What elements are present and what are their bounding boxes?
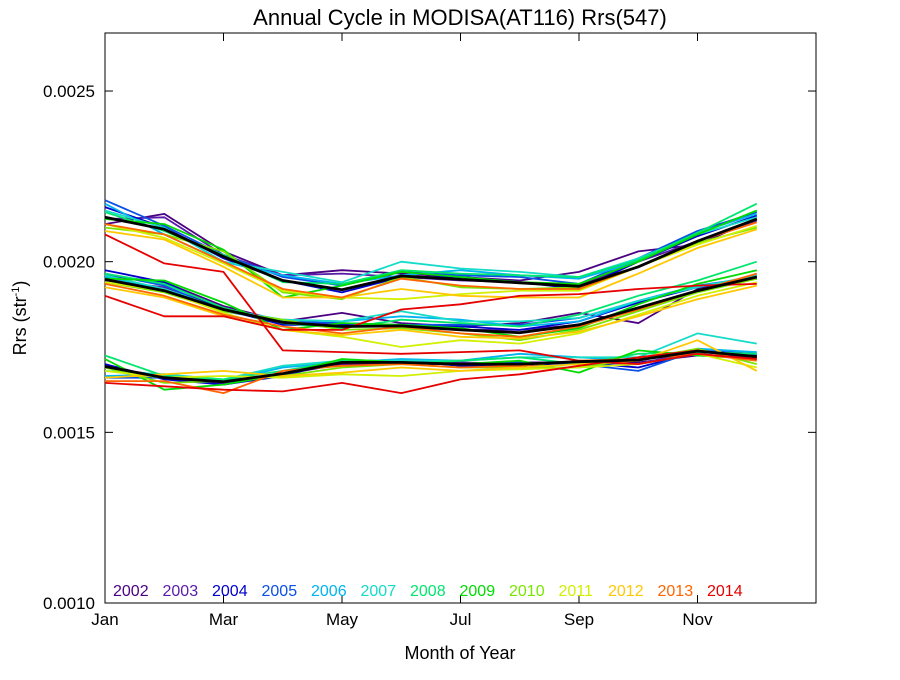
mean-line-middle (104, 275, 758, 335)
x-axis-label: Month of Year (404, 643, 515, 663)
y-tick-label: 0.0025 (43, 82, 95, 101)
legend-entry-2011: 2011 (559, 583, 594, 600)
y-axis-label-close: ) (10, 281, 30, 287)
legend-entry-2010: 2010 (509, 583, 545, 600)
series-line-2007-upper (104, 209, 758, 284)
legend-entry-2012: 2012 (608, 583, 644, 600)
legend-entry-2007: 2007 (361, 583, 397, 600)
y-tick-label: 0.0015 (43, 423, 95, 442)
legend-entry-2003: 2003 (163, 583, 199, 600)
legend-entry-2002: 2002 (113, 583, 149, 600)
x-tick-label: Sep (564, 610, 594, 629)
x-axis: Jan Mar May Jul Sep Nov (91, 33, 713, 629)
series-line-2014-upper (104, 233, 757, 366)
y-axis: 0.0010 0.0015 0.0020 0.0025 (43, 82, 816, 613)
x-tick-label: Jul (450, 610, 472, 629)
mean-line-lower (104, 349, 757, 384)
series-line-2011-middle (104, 281, 758, 348)
series-line-2012-middle (104, 284, 758, 340)
x-tick-label: Mar (209, 610, 239, 629)
legend-entry-2005: 2005 (262, 583, 298, 600)
y-tick-label: 0.0010 (43, 594, 95, 613)
legend-entry-2014: 2014 (707, 583, 743, 600)
legend-entry-2004: 2004 (212, 583, 248, 600)
x-tick-label: May (326, 610, 359, 629)
mean-line-upper (104, 215, 758, 292)
plot-frame (104, 32, 817, 604)
y-axis-label-main: Rrs (str (10, 296, 30, 355)
x-tick-label: Jan (91, 610, 118, 629)
legend-entry-2013: 2013 (658, 583, 694, 600)
series-line-2008-middle (104, 260, 758, 330)
legend-entry-2006: 2006 (311, 583, 347, 600)
x-tick-label: Nov (682, 610, 713, 629)
series-line-2012-upper (104, 228, 758, 299)
series-line-2009-upper (104, 209, 758, 299)
legend-entry-2009: 2009 (460, 583, 496, 600)
legend: 2002 2003 2004 2005 2006 2007 2008 2009 2010 2011… (113, 583, 743, 600)
series-line-2014-middle (104, 283, 757, 331)
series-line-2014-lower (104, 349, 757, 395)
y-tick-label: 0.0020 (43, 253, 95, 272)
y-axis-label: Rrs (str-1) (10, 281, 30, 356)
legend-entry-2008: 2008 (410, 583, 446, 600)
y-axis-label-superscript: -1 (10, 287, 22, 297)
chart-title: Annual Cycle in MODISA(AT116) Rrs(547) (253, 5, 667, 30)
mean-layer (104, 215, 758, 384)
